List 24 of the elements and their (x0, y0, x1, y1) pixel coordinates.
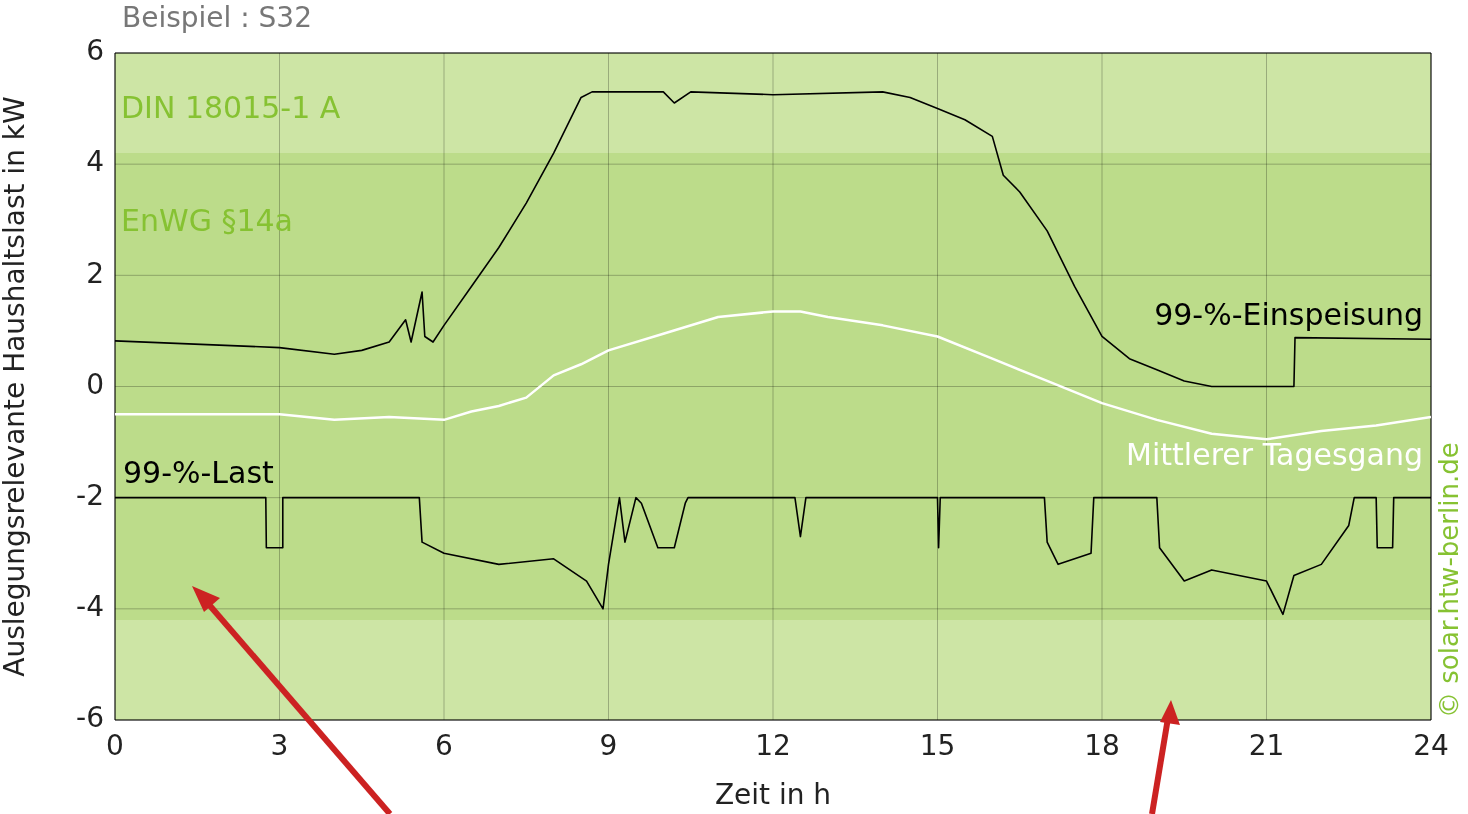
x-tick-label: 12 (755, 729, 791, 763)
x-tick-label: 9 (599, 729, 618, 763)
band-label: DIN 18015-1 A (121, 89, 341, 125)
y-axis-title: Auslegungsrelevante Haushaltslast in kW (0, 96, 32, 677)
x-axis-title: Zeit in h (714, 778, 832, 812)
y-tick-label: 0 (86, 367, 104, 401)
x-tick-label: 6 (435, 729, 453, 763)
series-label: 99-%-Einspeisung (1154, 297, 1423, 333)
x-tick-label: 21 (1248, 729, 1285, 763)
y-tick-label: -6 (76, 701, 104, 735)
y-tick-label: -2 (76, 478, 104, 512)
series-label: Mittlerer Tagesgang (1126, 436, 1423, 472)
y-tick-label: -4 (76, 590, 104, 624)
x-tick-label: 3 (270, 729, 289, 763)
text: © solar.htw-berlin.de (1433, 442, 1464, 718)
chart-title: Beispiel : S32 (122, 1, 312, 35)
y-tick-label: 2 (86, 256, 104, 290)
y-tick-label: 6 (86, 34, 104, 68)
x-tick-label: 24 (1413, 729, 1449, 763)
y-tick-label: 4 (86, 145, 104, 179)
x-tick-label: 15 (919, 729, 956, 763)
x-tick-label: 18 (1084, 729, 1120, 763)
series-label: 99-%-Last (123, 455, 275, 491)
band-label: EnWG §14a (121, 202, 293, 238)
